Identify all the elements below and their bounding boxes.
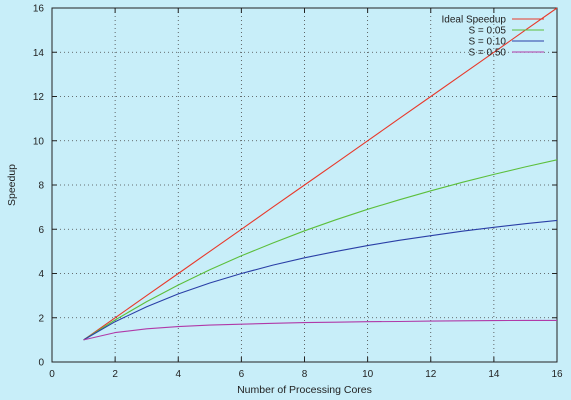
legend-label: S = 0.50 [468,48,506,59]
y-tick-label: 4 [38,269,44,280]
series-line-2 [83,219,558,341]
series-line-3 [83,319,557,341]
series-line-1 [83,159,558,341]
legend-label: S = 0.05 [468,26,506,37]
y-tick-label: 12 [33,92,45,103]
y-tick-label: 8 [38,181,44,192]
x-axis-ticks: 0 2 4 6 8 10 12 14 16 [49,8,563,380]
legend-label: S = 0.10 [468,37,506,48]
x-tick-label: 10 [362,369,374,380]
x-tick-label: 16 [551,369,563,380]
y-tick-label: 6 [38,225,44,236]
y-tick-label: 0 [38,358,44,369]
legend-label: Ideal Speedup [441,15,506,26]
y-tick-label: 10 [33,136,45,147]
x-tick-label: 14 [488,369,500,380]
x-tick-label: 8 [302,369,308,380]
x-axis-label: Number of Processing Cores [237,384,372,396]
x-tick-label: 2 [112,369,118,380]
y-tick-label: 16 [33,4,45,15]
y-tick-label: 2 [38,313,44,324]
x-tick-label: 4 [175,369,181,380]
series-lines [83,7,558,341]
x-tick-label: 0 [49,369,55,380]
y-axis-ticks: 0 2 4 6 8 10 12 14 16 [33,4,557,369]
series-line-0 [83,7,558,341]
x-tick-label: 6 [239,369,245,380]
y-axis-label: Speedup [6,164,18,206]
x-tick-label: 12 [425,369,437,380]
y-tick-label: 14 [33,48,45,59]
